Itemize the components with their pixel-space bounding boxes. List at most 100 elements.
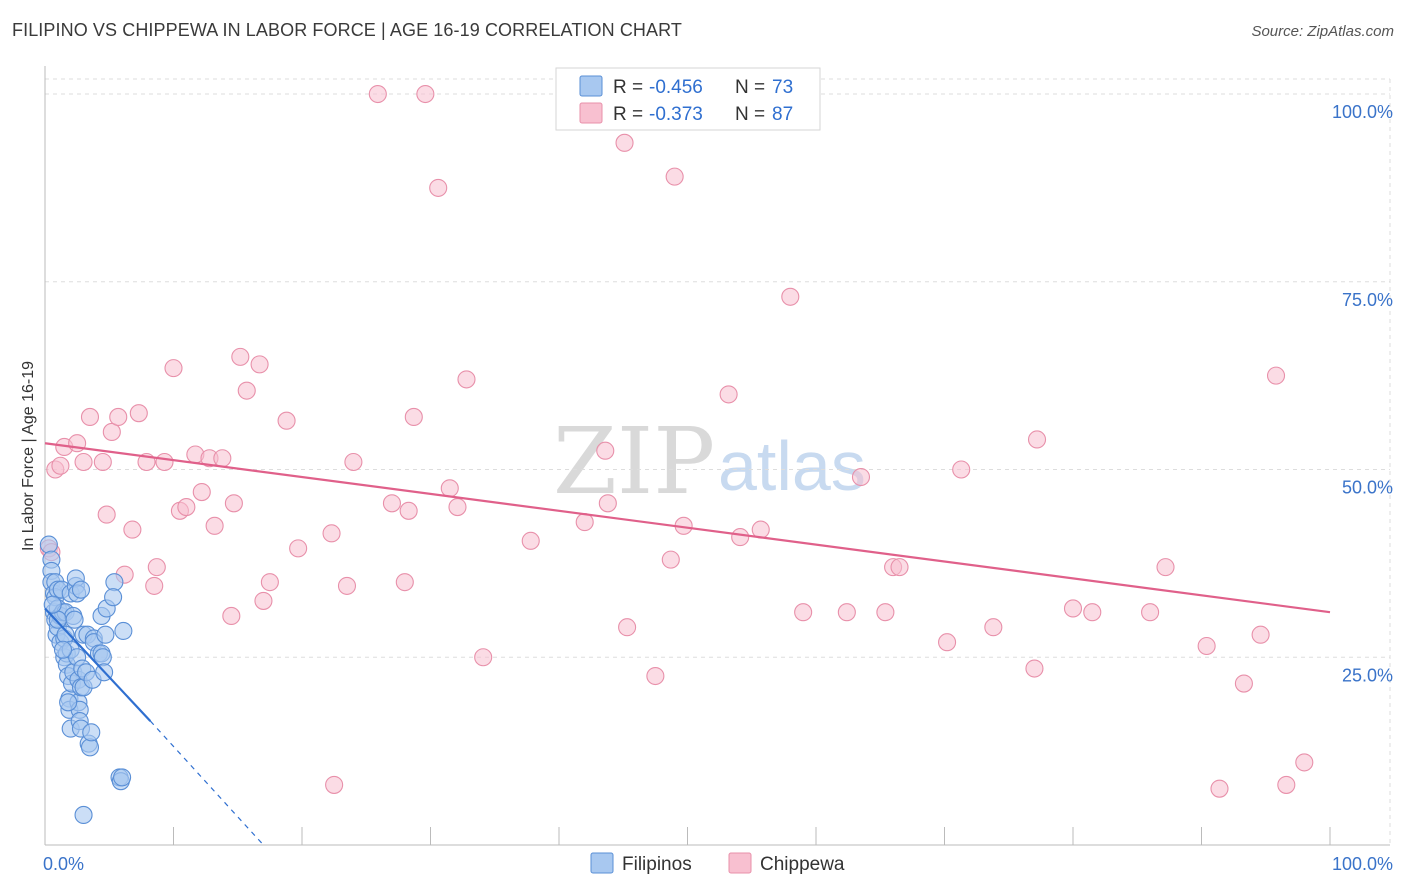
x-tick-label: 0.0% xyxy=(43,854,84,874)
filipinos-r-label: R = xyxy=(613,77,643,98)
chippewa-point xyxy=(102,422,121,442)
filipino-point xyxy=(74,805,93,825)
filipinos-n-label: N = xyxy=(735,77,765,98)
filipino-point xyxy=(71,580,91,599)
chippewa-point xyxy=(457,370,476,389)
chippewa-point xyxy=(851,467,871,487)
filipinos-trend-extension xyxy=(149,720,264,846)
chippewa-point xyxy=(598,494,617,513)
chippewa-point xyxy=(93,452,112,472)
series-legend: Filipinos Chippewa xyxy=(590,852,845,875)
chippewa-point xyxy=(938,633,957,652)
chippewa-point xyxy=(382,494,402,513)
filipino-point xyxy=(43,595,62,614)
chippewa-point xyxy=(665,167,684,186)
filipinos-legend-swatch xyxy=(579,75,603,97)
chippewa-point xyxy=(521,531,540,550)
y-tick-label: 50.0% xyxy=(1342,478,1393,498)
filipino-point xyxy=(105,573,124,592)
chippewa-point xyxy=(337,576,357,595)
chippewa-point xyxy=(147,558,166,577)
chippewa-point xyxy=(1141,603,1160,622)
chippewa-point xyxy=(250,355,269,374)
chippewa-n-label: N = xyxy=(735,104,765,125)
filipinos-bottom-swatch xyxy=(590,852,614,874)
chippewa-point xyxy=(646,666,665,686)
chippewa-point xyxy=(1027,430,1047,449)
filipinos-trend-line xyxy=(44,607,152,722)
chippewa-point xyxy=(254,591,273,610)
chippewa-point xyxy=(51,456,70,475)
chippewa-point xyxy=(416,84,435,104)
chippewa-bottom-swatch xyxy=(728,852,752,874)
chippewa-point xyxy=(1277,775,1296,794)
chippewa-point xyxy=(1156,558,1175,577)
chippewa-point xyxy=(781,287,800,306)
chippewa-point xyxy=(1251,625,1270,644)
chippewa-point xyxy=(440,479,459,498)
chart-title: FILIPINO VS CHIPPEWA IN LABOR FORCE | AG… xyxy=(12,20,682,40)
chippewa-point xyxy=(109,407,128,426)
filipinos-points xyxy=(39,535,133,825)
chippewa-point xyxy=(399,501,418,520)
chippewa-point xyxy=(205,516,224,535)
chippewa-point xyxy=(192,482,211,502)
chippewa-point xyxy=(837,603,856,622)
chippewa-point xyxy=(213,449,232,468)
trend-lines xyxy=(44,442,1331,846)
chippewa-point xyxy=(615,133,634,152)
chippewa-point xyxy=(448,498,467,517)
chippewa-trend-line xyxy=(44,442,1331,614)
watermark-zip: ZIP xyxy=(553,408,715,515)
filipino-point xyxy=(96,625,115,644)
filipino-point xyxy=(80,738,100,757)
filipino-point xyxy=(39,535,58,554)
chippewa-legend-label: Chippewa xyxy=(760,854,845,875)
source-credit: Source: ZipAtlas.com xyxy=(1251,23,1394,40)
chippewa-point xyxy=(74,452,93,472)
chippewa-point xyxy=(260,573,279,592)
filipino-point xyxy=(65,610,84,629)
chippewa-point xyxy=(719,385,738,404)
chippewa-point xyxy=(224,494,243,513)
chippewa-point xyxy=(575,513,594,532)
chippewa-point xyxy=(177,498,196,517)
tick-labels: 25.0% 50.0% 75.0% 100.0% 0.0% 100.0% xyxy=(43,102,1393,874)
chippewa-point xyxy=(1234,674,1253,693)
chippewa-point xyxy=(145,576,164,595)
filipinos-r-value: -0.456 xyxy=(649,77,703,98)
chippewa-point xyxy=(731,528,750,547)
y-axis-label: In Labor Force | Age 16-19 xyxy=(20,361,37,551)
chippewa-point xyxy=(876,603,895,622)
chippewa-point xyxy=(1197,636,1216,656)
filipino-point xyxy=(48,610,67,629)
chippewa-point xyxy=(1210,779,1229,798)
chippewa-point xyxy=(596,441,615,460)
chippewa-point xyxy=(1025,659,1044,678)
chippewa-point xyxy=(661,550,680,569)
x-tick-label: 100.0% xyxy=(1332,854,1393,874)
filipino-point xyxy=(56,625,75,644)
stats-legend: R = -0.456 N = 73 R = -0.373 N = 87 xyxy=(555,67,821,131)
chippewa-point xyxy=(155,452,174,472)
chippewa-point xyxy=(97,505,116,524)
chippewa-point xyxy=(984,618,1003,637)
chippewa-point xyxy=(277,411,296,430)
chippewa-point xyxy=(164,359,183,378)
filipino-point xyxy=(59,693,78,712)
chippewa-point xyxy=(344,452,363,472)
y-tick-label: 75.0% xyxy=(1342,290,1393,310)
filipinos-n-value: 73 xyxy=(772,77,793,98)
filipinos-legend-label: Filipinos xyxy=(622,854,692,875)
chippewa-point xyxy=(618,618,637,637)
chippewa-point xyxy=(1266,366,1286,385)
chippewa-point xyxy=(952,460,971,479)
chippewa-point xyxy=(129,404,148,423)
chippewa-point xyxy=(1083,603,1102,622)
watermark-atlas: atlas xyxy=(718,427,866,505)
filipino-point xyxy=(53,640,73,659)
chippewa-point xyxy=(123,520,142,539)
chippewa-point xyxy=(429,178,448,197)
chippewa-point xyxy=(368,84,387,104)
